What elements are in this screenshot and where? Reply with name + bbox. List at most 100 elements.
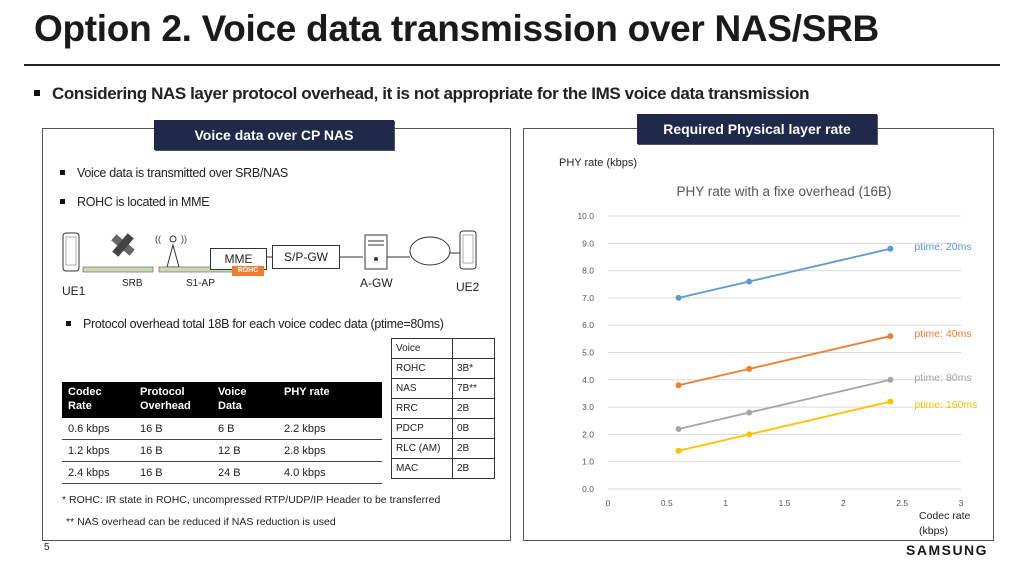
agw-server-icon xyxy=(364,234,388,270)
data-point xyxy=(675,294,682,301)
codec-table: Codec Rate Protocol Overhead Voice Data … xyxy=(62,382,382,484)
y-tick-label: 8.0 xyxy=(582,266,594,276)
data-point xyxy=(887,376,894,383)
cell: 2.2 kbps xyxy=(278,418,382,440)
cell: 16 B xyxy=(134,461,212,484)
data-point xyxy=(746,278,753,285)
cell: 12 B xyxy=(212,439,278,462)
x-tick-label: 2.5 xyxy=(896,498,908,508)
y-tick-label: 6.0 xyxy=(582,320,594,330)
table-row: 2.4 kbps 16 B 24 B 4.0 kbps xyxy=(62,461,382,484)
x-axis-label-line1: Codec rate xyxy=(919,510,971,522)
data-point xyxy=(746,365,753,372)
page-number: 5 xyxy=(44,542,50,553)
series-label: ptime: 40ms xyxy=(914,328,971,340)
series-line xyxy=(678,400,891,452)
svg-text:)): )) xyxy=(181,234,187,244)
left-bullet-1: Voice data is transmitted over SRB/NAS xyxy=(60,166,288,180)
cell: PDCP xyxy=(391,418,453,439)
data-point xyxy=(675,447,682,454)
bullet-square-icon xyxy=(60,199,65,205)
header-codec-rate: Codec Rate xyxy=(62,382,134,418)
series-line xyxy=(678,335,891,387)
cell: 2.4 kbps xyxy=(62,461,134,484)
x-tick-label: 2 xyxy=(841,498,846,508)
cell: 4.0 kbps xyxy=(278,461,382,484)
y-tick-label: 1.0 xyxy=(582,457,594,467)
spgw-box: S/P-GW xyxy=(272,245,340,269)
footnote-nas: ** NAS overhead can be reduced if NAS re… xyxy=(66,516,336,528)
y-tick-label: 4.0 xyxy=(582,375,594,385)
title-divider xyxy=(24,64,1000,66)
ue1-phone-icon xyxy=(62,232,80,272)
srb-label: SRB xyxy=(122,278,143,289)
cell xyxy=(452,338,495,359)
cell: 2B xyxy=(452,438,495,459)
y-tick-label: 9.0 xyxy=(582,238,594,248)
overhead-bullet: Protocol overhead total 18B for each voi… xyxy=(66,317,444,331)
cell: 7B** xyxy=(452,378,495,399)
data-point xyxy=(887,398,894,405)
series-label: ptime: 80ms xyxy=(914,372,971,384)
table-row: RRC 2B xyxy=(391,398,495,419)
cell: NAS xyxy=(391,378,453,399)
y-tick-label: 10.0 xyxy=(577,211,594,221)
right-panel-tag: Required Physical layer rate xyxy=(637,114,877,144)
cell: ROHC xyxy=(391,358,453,379)
ue2-label: UE2 xyxy=(456,280,480,294)
overhead-bullet-text: Protocol overhead total 18B for each voi… xyxy=(83,317,444,331)
left-bullet-1-text: Voice data is transmitted over SRB/NAS xyxy=(77,166,288,180)
rohc-badge: ROHC xyxy=(232,266,264,276)
table-row: PDCP 0B xyxy=(391,418,495,439)
page-title: Option 2. Voice data transmission over N… xyxy=(34,8,879,49)
data-point xyxy=(675,425,682,432)
left-bullet-2: ROHC is located in MME xyxy=(60,195,210,209)
chart-title: PHY rate with a fixe overhead (16B) xyxy=(676,184,891,199)
x-tick-label: 3 xyxy=(959,498,964,508)
cell: 2B xyxy=(452,458,495,479)
overhead-table: Voice ROHC 3B* NAS 7B** RRC 2B PDCP 0B RLC (… xyxy=(391,338,495,479)
series-label: ptime: 160ms xyxy=(914,399,977,411)
cell: 1.2 kbps xyxy=(62,439,134,462)
cell: RRC xyxy=(391,398,453,419)
table-row: 1.2 kbps 16 B 12 B 2.8 kbps xyxy=(62,439,382,462)
cell: 2.8 kbps xyxy=(278,439,382,462)
y-axis-label: PHY rate (kbps) xyxy=(559,157,637,169)
main-bullet-text: Considering NAS layer protocol overhead,… xyxy=(52,84,810,103)
y-tick-label: 0.0 xyxy=(582,484,594,494)
y-tick-label: 3.0 xyxy=(582,402,594,412)
ue2-phone-icon xyxy=(459,230,477,270)
table-row: 0.6 kbps 16 B 6 B 2.2 kbps xyxy=(62,418,382,440)
bullet-square-icon xyxy=(34,89,40,96)
right-panel xyxy=(523,128,994,541)
data-point xyxy=(746,409,753,416)
header-voice-data: Voice Data xyxy=(212,382,278,418)
cell: 3B* xyxy=(452,358,495,379)
y-tick-label: 5.0 xyxy=(582,348,594,358)
header-protocol-overhead: Protocol Overhead xyxy=(134,382,212,418)
data-point xyxy=(887,333,894,340)
data-point xyxy=(746,431,753,438)
cell: MAC xyxy=(391,458,453,479)
ue1-label: UE1 xyxy=(62,284,86,298)
table-row: ROHC 3B* xyxy=(391,358,495,379)
y-tick-label: 7.0 xyxy=(582,293,594,303)
series-label: ptime: 20ms xyxy=(914,241,971,253)
cell: 24 B xyxy=(212,461,278,484)
brand-logo: SAMSUNG xyxy=(906,542,989,558)
network-diagram: (( )) xyxy=(62,230,477,273)
cell: 0.6 kbps xyxy=(62,418,134,440)
table-row: RLC (AM) 2B xyxy=(391,438,495,459)
s1ap-label: S1-AP xyxy=(186,278,215,289)
x-tick-label: 1.5 xyxy=(779,498,791,508)
table-row: MAC 2B xyxy=(391,458,495,479)
cell: RLC (AM) xyxy=(391,438,453,459)
x-tick-label: 1 xyxy=(723,498,728,508)
bullet-square-icon xyxy=(60,170,65,176)
network-cloud-icon xyxy=(409,236,451,266)
base-station-icon: (( )) xyxy=(155,234,187,268)
footnote-rohc: * ROHC: IR state in ROHC, uncompressed R… xyxy=(62,494,441,506)
header-phy-rate: PHY rate xyxy=(278,382,382,418)
table-row: NAS 7B** xyxy=(391,378,495,399)
cell: 2B xyxy=(452,398,495,419)
